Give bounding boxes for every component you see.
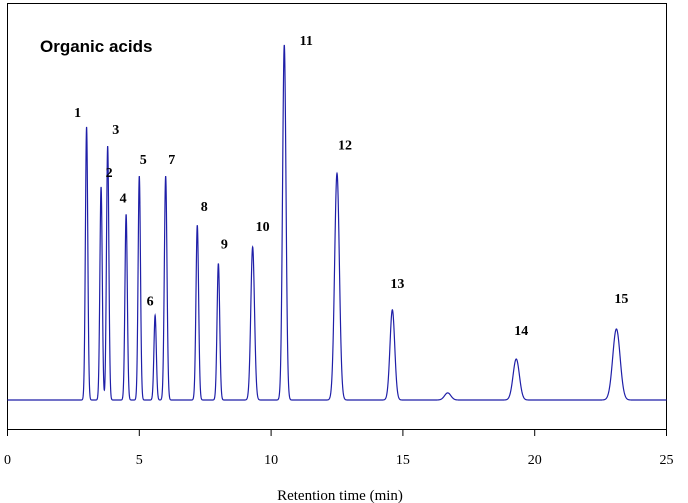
- x-tick-label: 20: [528, 453, 542, 468]
- x-axis-title: Retention time (min): [277, 488, 403, 503]
- x-tick-label: 15: [396, 453, 410, 468]
- x-tick-label: 25: [660, 453, 674, 468]
- peak-label-9: 9: [221, 237, 228, 252]
- x-axis: 0 5 10 15 20 25: [4, 429, 674, 468]
- peak-label-1: 1: [74, 106, 81, 121]
- x-tick-label: 0: [4, 453, 11, 468]
- x-tick-label: 10: [264, 453, 278, 468]
- peak-label-7: 7: [168, 153, 175, 168]
- peak-label-10: 10: [256, 220, 270, 235]
- chart-title: Organic acids: [40, 37, 152, 56]
- peak-label-12: 12: [338, 138, 352, 153]
- peak-label-11: 11: [300, 34, 313, 49]
- plot-frame: [7, 3, 667, 430]
- peak-label-2: 2: [106, 166, 113, 181]
- peak-label-6: 6: [147, 294, 154, 309]
- chromatogram-trace: [7, 44, 667, 401]
- peak-label-5: 5: [140, 153, 147, 168]
- peak-label-15: 15: [614, 292, 628, 307]
- peak-label-4: 4: [120, 191, 127, 206]
- peak-label-8: 8: [201, 200, 208, 215]
- peak-label-3: 3: [112, 123, 119, 138]
- peak-label-13: 13: [390, 277, 404, 292]
- x-tick-label: 5: [136, 453, 143, 468]
- peak-label-14: 14: [514, 324, 528, 339]
